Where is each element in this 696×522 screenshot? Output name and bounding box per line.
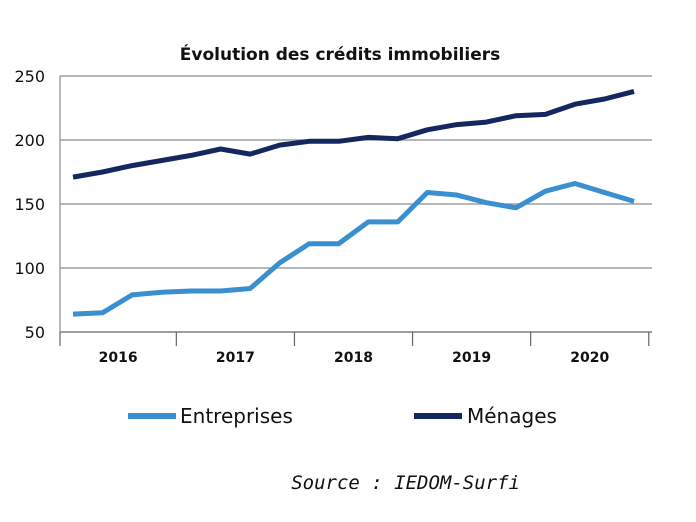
x-tick-label: 2020 (570, 350, 609, 366)
x-tick-label: 2018 (334, 350, 373, 366)
y-axis-ticks: 250 200 150 100 50 (14, 67, 45, 342)
y-tick-label: 250 (14, 67, 45, 86)
gridlines (59, 75, 652, 333)
y-tick-label: 100 (14, 259, 45, 278)
x-axis: 2016 2017 2018 2019 2020 (59, 332, 650, 366)
x-tick-label: 2017 (216, 350, 255, 366)
series-line-menages (72, 88, 635, 180)
source-note: Source : IEDOM-Surfi (291, 472, 520, 494)
y-tick-label: 150 (14, 195, 45, 214)
chart-title: Évolution des crédits immobiliers (180, 43, 500, 65)
series-line-entreprises (72, 181, 635, 317)
legend-label-entreprises: Entreprises (180, 404, 293, 428)
y-tick-label: 50 (25, 323, 45, 342)
x-tick-label: 2019 (452, 350, 491, 366)
legend: Entreprises Ménages (128, 404, 557, 428)
series-lines (72, 88, 635, 317)
x-tick-label: 2016 (99, 350, 138, 366)
y-tick-label: 200 (14, 131, 45, 150)
legend-label-menages: Ménages (467, 404, 557, 428)
